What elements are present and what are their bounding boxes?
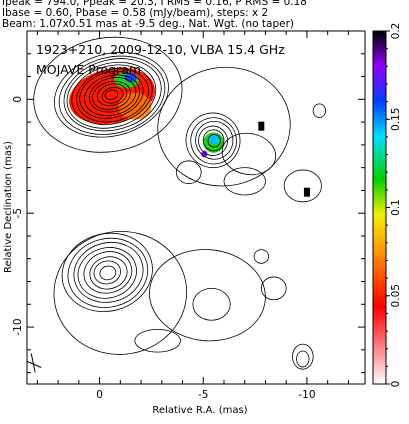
- core-contour: [58, 55, 166, 135]
- faint-emission-contour: [53, 230, 188, 355]
- core-contour: [96, 83, 128, 107]
- plot-frame: [26, 30, 366, 385]
- core-contour: [63, 58, 162, 132]
- core-contour: [76, 68, 149, 123]
- core-contour: [88, 77, 137, 113]
- lower-core-contour: [99, 265, 117, 281]
- black-peak: [258, 121, 265, 131]
- colorbar-ticks: 0 0.05 0.1 0.15 0.2: [386, 23, 402, 388]
- y-tick-label: -5: [12, 208, 24, 218]
- core-contour: [66, 61, 157, 129]
- faint-emission-contour: [192, 287, 231, 321]
- header-line-2: Ibase = 0.60, Pbase = 0.58 (mJy/beam), s…: [2, 7, 269, 19]
- lower-core-contour: [77, 247, 137, 299]
- map-subtitle: MOJAVE Program: [36, 62, 141, 77]
- faint-emission-contour: [175, 160, 202, 184]
- header-line-3: Beam: 1.07x0.51 mas at -9.5 deg., Nat. W…: [2, 18, 295, 30]
- x-tick-label: -10: [298, 389, 315, 401]
- colorbar: [372, 30, 387, 385]
- x-tick-label: -5: [198, 389, 208, 401]
- knot-cyan-region: [209, 134, 220, 145]
- lower-core-contour: [83, 251, 133, 294]
- map-layer: [27, 36, 327, 373]
- lower-core-contour: [67, 237, 149, 308]
- jet-knot-contour: [202, 129, 225, 152]
- core-contour: [79, 70, 144, 119]
- faint-emission-contour: [157, 66, 291, 187]
- colorbar-tick-label: 0.1: [390, 199, 402, 216]
- lower-core-contour: [61, 232, 153, 313]
- core-contour: [84, 74, 140, 117]
- core-contour: [101, 87, 124, 104]
- jet-knot-contour: [185, 112, 241, 169]
- knot-violet-region: [201, 150, 208, 158]
- x-tick-label: 0: [96, 389, 103, 401]
- core-contour: [91, 80, 131, 110]
- black-peak: [303, 187, 310, 197]
- faint-emission-contour: [260, 276, 287, 301]
- faint-emission-contour: [221, 132, 277, 176]
- faint-emission-contour: [283, 169, 322, 203]
- lower-core-contour: [73, 242, 144, 303]
- colorbar-tick-label: 0: [390, 381, 402, 388]
- faint-emission-contour: [253, 249, 269, 264]
- faint-emission-contour: [296, 350, 310, 368]
- axis-ticks: 0 -5 -10 0 -5 -10: [12, 30, 365, 401]
- jet-knot-contour: [207, 134, 221, 148]
- faint-emission-contour: [134, 328, 181, 353]
- core-contour: [71, 64, 153, 125]
- lower-core-contour: [89, 256, 128, 290]
- faint-emission-contour: [223, 167, 266, 196]
- jet-knot-contour: [198, 125, 228, 156]
- colorbar-tick-label: 0.15: [390, 108, 402, 131]
- beam-minor-axis: [30, 353, 36, 373]
- faint-emission-contour: [33, 36, 183, 153]
- x-axis-label: Relative R.A. (mas): [152, 405, 247, 416]
- colorbar-tick-label: 0.2: [390, 23, 402, 40]
- lower-core-contour: [93, 260, 121, 285]
- core-contour: [104, 89, 119, 100]
- jet-knot-contour: [195, 121, 234, 160]
- y-tick-label: 0: [12, 96, 24, 103]
- faint-emission-contour: [149, 249, 266, 342]
- y-axis-label: Relative Declination (mas): [3, 141, 14, 273]
- header-line-1: Ipeak = 794.0, Ppeak = 20.3, I RMS = 0.1…: [2, 0, 307, 8]
- map-title: 1923+210, 2009-12-10, VLBA 15.4 GHz: [36, 42, 285, 57]
- colorbar-tick-label: 0.05: [390, 284, 402, 307]
- faint-emission-contour: [312, 103, 327, 118]
- faint-emission-contour: [292, 343, 314, 370]
- y-tick-label: -10: [12, 318, 24, 335]
- core-contour: [53, 52, 169, 138]
